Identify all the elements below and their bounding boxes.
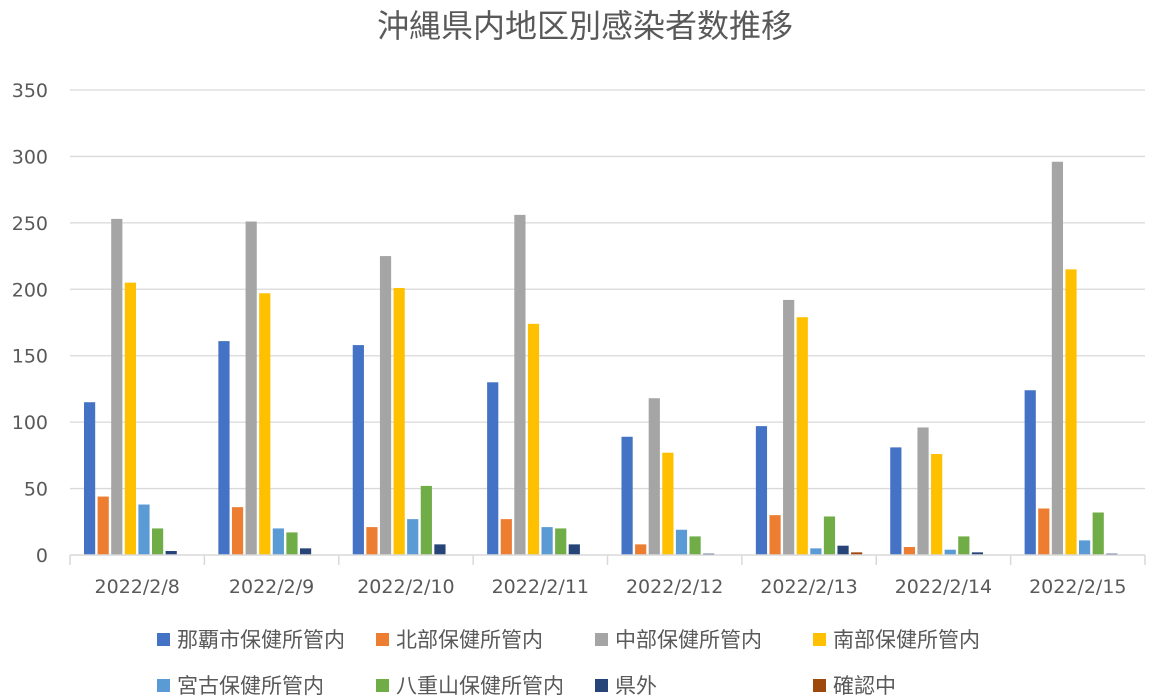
- bar: [352, 345, 364, 555]
- x-tick-label: 2022/2/14: [895, 576, 992, 598]
- bar: [111, 218, 123, 555]
- bar: [434, 544, 446, 555]
- legend-label: 県外: [615, 674, 657, 698]
- legend-swatch: [376, 678, 389, 692]
- bar: [1038, 508, 1050, 555]
- legend-label: 那覇市保健所管内: [177, 628, 345, 652]
- bar: [272, 528, 284, 555]
- legend-label: 中部保健所管内: [615, 628, 762, 652]
- y-tick-label: 100: [12, 412, 48, 434]
- bar: [1051, 161, 1064, 555]
- bar: [810, 548, 822, 555]
- legend-item: 那覇市保健所管内: [157, 624, 345, 654]
- bar: [837, 545, 849, 555]
- bar: [851, 552, 863, 555]
- bar: [903, 547, 916, 555]
- bar: [500, 519, 512, 555]
- bar: [165, 551, 177, 555]
- bar: [407, 519, 419, 555]
- y-tick-label: 0: [36, 545, 48, 567]
- legend-swatch: [376, 632, 389, 646]
- bar: [1079, 540, 1091, 555]
- legend-swatch: [157, 632, 170, 646]
- y-tick-label: 300: [12, 146, 48, 168]
- bar: [958, 536, 970, 555]
- bar: [245, 221, 257, 555]
- x-tick-label: 2022/2/8: [95, 576, 180, 598]
- bar: [621, 436, 633, 555]
- bar: [420, 485, 432, 555]
- bar: [487, 382, 499, 555]
- bar: [931, 454, 943, 555]
- x-tick-label: 2022/2/15: [1029, 576, 1126, 598]
- legend-swatch: [157, 678, 170, 692]
- bar: [944, 549, 956, 555]
- bar: [648, 398, 660, 555]
- y-tick-label: 150: [12, 346, 48, 368]
- legend-item: 八重山保健所管内: [376, 670, 564, 700]
- legend-item: 宮古保健所管内: [157, 670, 324, 700]
- bar: [796, 317, 808, 555]
- chart-title: 沖縄県内地区別感染者数推移: [377, 7, 793, 45]
- x-tick-label: 2022/2/9: [229, 576, 314, 598]
- legend-swatch: [813, 678, 826, 692]
- bar: [218, 341, 230, 555]
- legend-label: 南部保健所管内: [833, 628, 980, 652]
- y-tick-label: 350: [12, 80, 48, 102]
- bar: [151, 528, 164, 555]
- bar: [689, 536, 701, 555]
- bar: [527, 323, 540, 555]
- bar: [97, 496, 109, 555]
- y-tick-label: 250: [12, 213, 48, 235]
- bar: [259, 293, 271, 555]
- x-tick-label: 2022/2/12: [626, 576, 723, 598]
- bar: [514, 214, 526, 555]
- bar: [662, 452, 674, 555]
- bar: [769, 515, 781, 555]
- legend-swatch: [595, 678, 608, 692]
- bar: [555, 528, 567, 555]
- legend-item: 確認中: [813, 670, 896, 700]
- bar: [286, 532, 298, 555]
- bar: [755, 426, 768, 555]
- bar: [393, 287, 405, 555]
- bar: [823, 516, 836, 555]
- bar: [231, 507, 244, 555]
- bar: [138, 504, 150, 555]
- bar: [124, 282, 136, 555]
- y-tick-label: 50: [24, 479, 48, 501]
- x-tick-label: 2022/2/13: [760, 576, 857, 598]
- x-tick-label: 2022/2/11: [492, 576, 589, 598]
- bar: [541, 527, 553, 555]
- bar: [917, 427, 929, 555]
- bar: [783, 299, 795, 555]
- legend-item: 中部保健所管内: [595, 624, 762, 654]
- bar: [890, 447, 902, 555]
- legend-item: 北部保健所管内: [376, 624, 543, 654]
- legend-label: 宮古保健所管内: [177, 674, 324, 698]
- bar: [971, 552, 984, 555]
- bar: [675, 529, 688, 555]
- y-tick-label: 200: [12, 279, 48, 301]
- bar: [635, 544, 647, 555]
- legend-swatch: [595, 632, 608, 646]
- bar: [568, 544, 580, 555]
- legend-label: 確認中: [833, 674, 896, 698]
- legend-item: 南部保健所管内: [813, 624, 980, 654]
- bar: [1065, 269, 1077, 555]
- legend-swatch: [813, 632, 826, 646]
- bar: [1024, 390, 1036, 555]
- bar: [366, 527, 378, 555]
- bar: [83, 402, 96, 555]
- bar: [1092, 512, 1104, 555]
- legend-item: 県外: [595, 670, 657, 700]
- bar: [379, 256, 392, 555]
- legend-label: 北部保健所管内: [396, 628, 543, 652]
- bar: [299, 548, 312, 555]
- legend-label: 八重山保健所管内: [396, 674, 564, 698]
- x-tick-label: 2022/2/10: [357, 576, 454, 598]
